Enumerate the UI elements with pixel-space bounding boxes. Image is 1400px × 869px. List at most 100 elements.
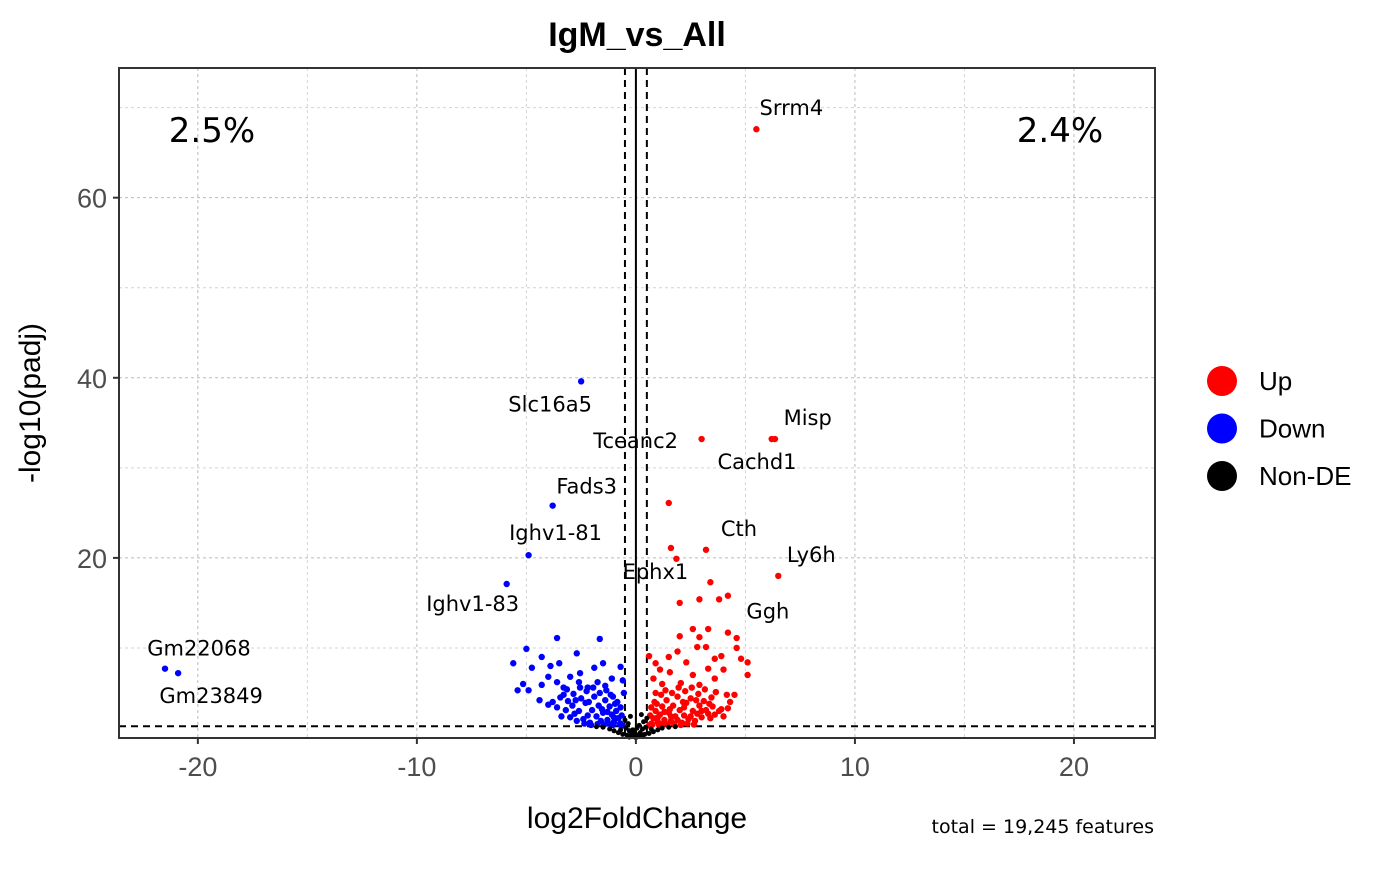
gene-label: Slc16a5 xyxy=(508,392,592,416)
point-up xyxy=(661,708,668,716)
point-down xyxy=(174,669,182,677)
point-down xyxy=(620,689,628,697)
gene-label: Fads3 xyxy=(556,475,617,499)
point-up xyxy=(648,704,655,711)
gene-label: Cth xyxy=(721,517,757,541)
point-down xyxy=(604,708,611,716)
axis-ticks: -20 -10 0 10 20 20 40 60 xyxy=(77,184,1089,782)
point-down xyxy=(553,678,561,686)
point-up xyxy=(696,681,703,689)
point-down xyxy=(553,704,561,711)
gene-label: Ephx1 xyxy=(623,560,689,584)
point-down xyxy=(576,669,584,677)
point-down xyxy=(598,705,606,713)
point-non-de xyxy=(638,712,644,718)
point-up xyxy=(656,666,664,673)
point-down xyxy=(523,645,530,653)
point-down xyxy=(607,691,614,698)
point-down xyxy=(612,707,620,715)
grid xyxy=(119,68,1155,738)
point-up xyxy=(701,686,709,693)
point-down xyxy=(564,697,572,705)
point-non-de xyxy=(627,713,633,719)
point-up xyxy=(696,633,703,641)
point-up xyxy=(684,720,691,727)
point-up xyxy=(707,579,714,586)
point-up xyxy=(744,659,751,666)
point-down xyxy=(606,703,613,710)
point-up xyxy=(689,671,697,679)
point-up xyxy=(704,625,712,633)
point-down xyxy=(528,664,536,671)
threshold-lines xyxy=(119,68,1155,738)
point-down xyxy=(545,673,552,680)
x-axis-title: log2FoldChange xyxy=(527,802,747,835)
legend-label: Up xyxy=(1259,366,1292,396)
point-down xyxy=(618,712,625,719)
point-up xyxy=(712,688,720,696)
x-tick-label: -20 xyxy=(178,752,217,782)
legend-label: Non-DE xyxy=(1259,461,1351,491)
point-non-de xyxy=(646,730,652,736)
point-up xyxy=(662,687,669,694)
point-down xyxy=(573,650,580,657)
point-up xyxy=(658,703,666,710)
point-down xyxy=(617,663,624,671)
gene-label: Ggh xyxy=(746,600,789,624)
point-up xyxy=(653,700,660,707)
point-up xyxy=(680,704,688,711)
point-non-de xyxy=(593,724,599,730)
point-down xyxy=(593,713,600,720)
point-up xyxy=(704,710,712,717)
point-up xyxy=(654,714,662,721)
point-up xyxy=(733,644,740,652)
point-up xyxy=(704,665,712,672)
point-non-de xyxy=(623,725,629,731)
point-non-de xyxy=(643,724,649,730)
point-up xyxy=(667,544,675,552)
point-up xyxy=(718,652,725,660)
point-down xyxy=(549,698,556,706)
point-up xyxy=(771,435,779,443)
point-down xyxy=(553,634,561,642)
point-up xyxy=(676,599,683,607)
point-up xyxy=(711,711,718,718)
point-up xyxy=(665,499,672,507)
point-down xyxy=(570,690,577,698)
gene-label: Ighv1-81 xyxy=(509,521,602,545)
total-features-caption: total = 19,245 features xyxy=(932,816,1154,838)
point-up xyxy=(692,696,700,704)
legend-key-non-de xyxy=(1207,461,1237,491)
point-down xyxy=(556,660,563,667)
point-up xyxy=(711,675,718,682)
point-up xyxy=(666,669,674,676)
point-up xyxy=(753,126,760,133)
point-down xyxy=(557,694,564,701)
point-down xyxy=(603,687,610,694)
point-up xyxy=(683,659,690,666)
point-up xyxy=(658,680,666,688)
point-up xyxy=(663,696,670,704)
gene-label: Gm23849 xyxy=(159,684,263,708)
plot-panel-border xyxy=(118,67,1156,739)
point-down xyxy=(503,580,510,588)
point-down xyxy=(573,717,580,725)
y-tick-label: 20 xyxy=(77,544,107,574)
point-down xyxy=(619,677,626,684)
point-up xyxy=(694,643,701,651)
point-down xyxy=(560,684,567,691)
point-down xyxy=(585,698,593,706)
percent-up-label: 2.4% xyxy=(1017,111,1103,151)
gene-label: Srrm4 xyxy=(760,96,824,120)
legend-key-up xyxy=(1207,366,1237,396)
y-axis-title: -log10(padj) xyxy=(14,323,47,483)
point-down xyxy=(562,706,570,714)
x-tick-label: 0 xyxy=(628,752,643,782)
gene-label: Cachd1 xyxy=(717,450,796,474)
point-down xyxy=(566,714,574,721)
point-down xyxy=(538,653,545,661)
point-up xyxy=(695,690,702,698)
point-down xyxy=(547,662,554,670)
point-up xyxy=(689,625,697,633)
point-down xyxy=(577,378,585,385)
